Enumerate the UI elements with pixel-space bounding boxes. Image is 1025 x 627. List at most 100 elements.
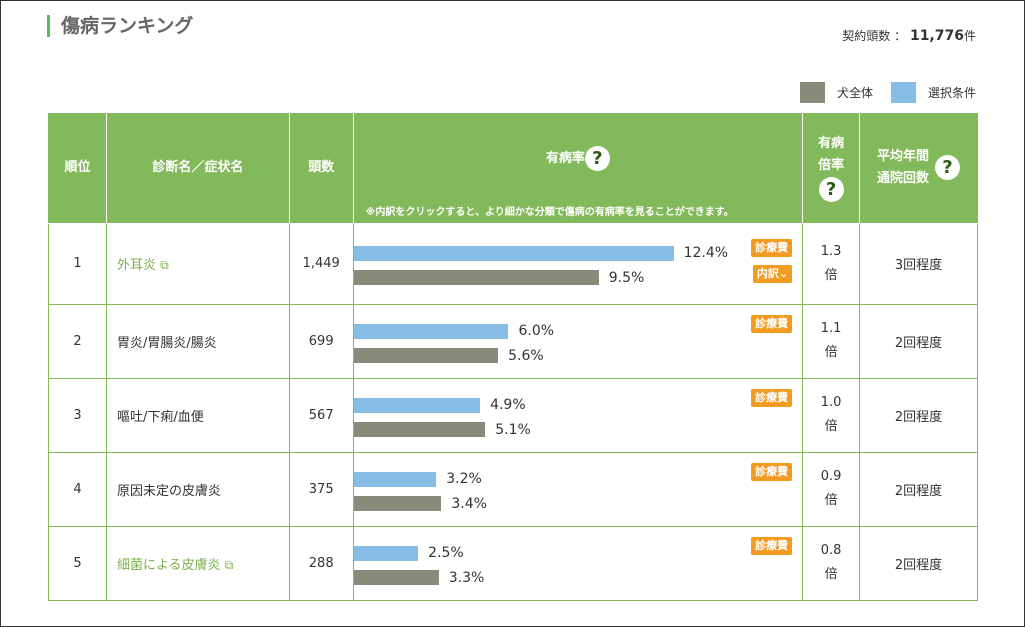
legend-label-selected: 選択条件 bbox=[927, 86, 976, 100]
header-count: 頭数 bbox=[288, 113, 354, 224]
bar-all bbox=[353, 347, 499, 363]
bar-all bbox=[353, 495, 442, 511]
legend-swatch-selected bbox=[890, 82, 916, 103]
header-ratio-line1: 有病 bbox=[818, 136, 845, 152]
ratio-value: 1.3 bbox=[820, 243, 842, 259]
ratio-unit: 倍 bbox=[824, 567, 838, 582]
rank: 3 bbox=[48, 377, 107, 453]
rate-cell: 12.4% 9.5% 診療費 内訳⌄ bbox=[352, 222, 804, 305]
diagnosis-name: 胃炎/胃腸炎/腸炎 bbox=[105, 303, 290, 379]
table-row: 2 胃炎/胃腸炎/腸炎 699 6.0% 5.6% 診療費 1.1 倍 2回程度 bbox=[48, 303, 978, 379]
breakdown-button[interactable]: 内訳⌄ bbox=[752, 265, 793, 283]
help-icon[interactable]: ? bbox=[818, 177, 844, 203]
visits: 2回程度 bbox=[859, 451, 978, 527]
rank: 1 bbox=[48, 222, 107, 305]
count: 375 bbox=[288, 451, 354, 527]
pct-all: 3.3% bbox=[448, 569, 485, 586]
ratio: 0.8 倍 bbox=[802, 525, 861, 601]
bar-all bbox=[353, 421, 486, 437]
header-visits: 平均年間通院回数? bbox=[859, 113, 978, 224]
header-ratio-line2: 倍率 bbox=[818, 158, 845, 174]
external-link-icon[interactable]: ⧉ bbox=[160, 258, 169, 272]
visits: 2回程度 bbox=[859, 525, 978, 601]
diagnosis-label: 胃炎/胃腸炎/腸炎 bbox=[116, 335, 217, 351]
diagnosis-name: 原因未定の皮膚炎 bbox=[105, 451, 290, 527]
diagnosis-name[interactable]: 外耳炎 ⧉ bbox=[105, 222, 290, 305]
bar-selected bbox=[353, 545, 419, 561]
help-icon[interactable]: ? bbox=[584, 146, 610, 172]
cost-button[interactable]: 診療費 bbox=[751, 239, 793, 257]
rate-cell: 4.9% 5.1% 診療費 bbox=[352, 377, 804, 453]
ratio: 1.3 倍 bbox=[802, 222, 861, 305]
cost-button[interactable]: 診療費 bbox=[751, 388, 793, 407]
page-title: 傷病ランキング bbox=[47, 15, 193, 37]
count: 699 bbox=[288, 303, 354, 379]
ratio-value: 1.1 bbox=[820, 321, 842, 336]
ratio: 1.0 倍 bbox=[802, 377, 861, 453]
rate-cell: 6.0% 5.6% 診療費 bbox=[352, 303, 804, 379]
pct-all: 3.4% bbox=[451, 495, 487, 512]
legend-label-all: 犬全体 bbox=[836, 86, 873, 100]
header-visits-line1: 平均年間 bbox=[877, 148, 930, 164]
header-rank: 順位 bbox=[48, 113, 107, 224]
legend: 犬全体 選択条件 bbox=[799, 82, 976, 103]
diagnosis-name: 嘔吐/下痢/血便 bbox=[105, 377, 290, 453]
rank: 4 bbox=[48, 451, 107, 527]
bar-selected bbox=[353, 397, 481, 413]
pct-all: 9.5% bbox=[608, 270, 645, 286]
header-visits-line2: 通院回数 bbox=[877, 170, 930, 186]
diagnosis-label[interactable]: 細菌による皮膚炎 bbox=[116, 557, 221, 573]
ratio-unit: 倍 bbox=[824, 419, 838, 434]
pct-selected: 12.4% bbox=[683, 245, 729, 261]
visits: 3回程度 bbox=[859, 222, 978, 305]
pct-selected: 3.2% bbox=[446, 470, 482, 487]
visits: 2回程度 bbox=[859, 303, 978, 379]
pct-all: 5.6% bbox=[508, 347, 544, 364]
table-row: 4 原因未定の皮膚炎 375 3.2% 3.4% 診療費 0.9 倍 2回程度 bbox=[48, 451, 978, 527]
header-rate: 有病率? ※内訳をクリックすると、より細かな分類で傷病の有病率を見ることができます… bbox=[352, 113, 804, 224]
bar-selected bbox=[353, 246, 674, 261]
rate-cell: 2.5% 3.3% 診療費 bbox=[352, 525, 804, 601]
bar-selected bbox=[353, 323, 509, 339]
bar-all bbox=[353, 569, 439, 585]
legend-swatch-all bbox=[799, 82, 825, 103]
visits: 2回程度 bbox=[859, 377, 978, 453]
pct-selected: 2.5% bbox=[428, 544, 464, 561]
rank: 2 bbox=[48, 303, 107, 379]
count: 567 bbox=[288, 377, 354, 453]
contract-unit: 件 bbox=[963, 29, 976, 43]
rate-cell: 3.2% 3.4% 診療費 bbox=[352, 451, 804, 527]
rate-note: ※内訳をクリックすると、より細かな分類で傷病の有病率を見ることができます。 bbox=[365, 206, 734, 218]
count: 1,449 bbox=[288, 222, 354, 305]
cost-button[interactable]: 診療費 bbox=[751, 462, 793, 481]
breakdown-label: 内訳 bbox=[756, 267, 779, 280]
ratio-value: 0.9 bbox=[820, 469, 842, 484]
contract-count: 契約頭数 ： 11,776件 bbox=[842, 27, 976, 44]
cost-button[interactable]: 診療費 bbox=[751, 314, 793, 333]
ratio-unit: 倍 bbox=[824, 345, 838, 360]
cost-button[interactable]: 診療費 bbox=[751, 536, 793, 555]
pct-selected: 6.0% bbox=[518, 322, 555, 339]
ratio: 0.9 倍 bbox=[802, 451, 861, 527]
rank: 5 bbox=[48, 525, 107, 601]
header-ratio: 有病倍率? bbox=[802, 113, 861, 224]
header-rate-label: 有病率 bbox=[545, 151, 585, 167]
help-icon[interactable]: ? bbox=[935, 155, 961, 181]
ratio: 1.1 倍 bbox=[802, 303, 861, 379]
ratio-unit: 倍 bbox=[824, 493, 838, 508]
contract-value: 11,776 bbox=[909, 28, 964, 44]
ratio-unit: 倍 bbox=[824, 267, 838, 283]
diagnosis-label: 原因未定の皮膚炎 bbox=[116, 483, 221, 499]
contract-label: 契約頭数 ： bbox=[842, 29, 907, 43]
diagnosis-label[interactable]: 外耳炎 bbox=[116, 258, 156, 273]
table-row: 3 嘔吐/下痢/血便 567 4.9% 5.1% 診療費 1.0 倍 2回程度 bbox=[48, 377, 978, 453]
chevron-down-icon: ⌄ bbox=[778, 267, 789, 280]
bar-selected bbox=[353, 471, 437, 487]
external-link-icon[interactable]: ⧉ bbox=[224, 557, 234, 572]
bar-all bbox=[353, 270, 599, 285]
diagnosis-name[interactable]: 細菌による皮膚炎 ⧉ bbox=[105, 525, 290, 601]
ratio-value: 1.0 bbox=[820, 395, 842, 410]
table-row: 1 外耳炎 ⧉ 1,449 12.4% 9.5% 診療費 内訳⌄ 1.3 倍 3回… bbox=[48, 222, 978, 305]
disease-ranking-table: 順位 診断名／症状名 頭数 有病率? ※内訳をクリックすると、より細かな分類で傷病… bbox=[48, 113, 978, 601]
header-name: 診断名／症状名 bbox=[105, 113, 290, 224]
